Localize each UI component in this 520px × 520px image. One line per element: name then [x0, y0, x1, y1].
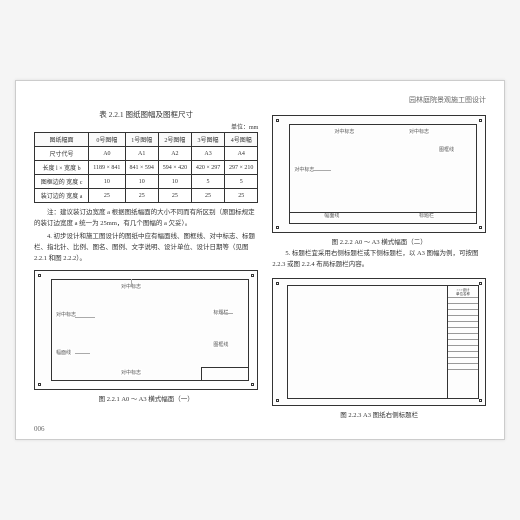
paragraph-5: 5. 标题栏宜采用右侧标题栏或下侧标题栏，以 A3 图幅为例，可按图 2.2.3…	[272, 248, 486, 270]
dimension-table: 图纸幅面0号图幅1号图幅2号图幅3号图幅4号图幅 尺寸代号A0A1A2A3A4长…	[34, 132, 258, 203]
label-duizhong: 对中标志	[120, 369, 142, 376]
figure-3-caption: 图 2.2.3 A3 图纸右侧标题栏	[272, 409, 486, 419]
table-header: 4号图幅	[225, 133, 258, 147]
table-header: 图纸幅面	[35, 133, 89, 147]
page-number: 006	[34, 425, 45, 433]
figure-2: 对中标志 对中标志 图框线 对中标志 幅面线 标题栏	[272, 115, 486, 233]
table-header: 1号图幅	[125, 133, 158, 147]
paragraph-4: 4. 初步设计和施工图设计的图纸中应有幅面线、图框线、对中标志、标题栏、指北针、…	[34, 231, 258, 264]
left-column: 表 2.2.1 图纸图幅及图框尺寸 单位：mm 图纸幅面0号图幅1号图幅2号图幅…	[34, 109, 258, 419]
titleblock-right: ×××设计单位名称	[447, 285, 479, 399]
table-note: 注：建议装订边宽度 a 根据图纸幅面的大小不同而有所区别（原国标规定的装订边宽度…	[34, 207, 258, 229]
label-duizhong: 对中标志	[333, 128, 355, 135]
figure-2-caption: 图 2.2.2 A0 ～ A3 横式幅面（二）	[272, 236, 486, 246]
titleblock-bottom	[201, 367, 249, 381]
label-tukuangxian: 图框线	[212, 341, 229, 348]
table-header: 0号图幅	[89, 133, 126, 147]
label-duizhong: 对中标志	[408, 128, 430, 135]
label-duizhong: 对中标志	[55, 311, 77, 318]
figure-3: ×××设计单位名称	[272, 278, 486, 406]
table-row: 尺寸代号A0A1A2A3A4	[35, 147, 258, 161]
figure-1-caption: 图 2.2.1 A0 ～ A3 横式幅面（一）	[34, 393, 258, 403]
document-page: 园林庭院景观施工图设计 表 2.2.1 图纸图幅及图框尺寸 单位：mm 图纸幅面…	[15, 80, 505, 440]
table-row: 装订边的 宽度 a2525252525	[35, 189, 258, 203]
table-unit: 单位：mm	[34, 122, 258, 131]
page-header: 园林庭院景观施工图设计	[34, 95, 486, 105]
figure-1: 对中标志 对中标志 幅面线 对中标志 标题栏 图框线	[34, 270, 258, 390]
label-tukuangxian: 图框线	[438, 146, 455, 153]
table-title: 表 2.2.1 图纸图幅及图框尺寸	[34, 109, 258, 120]
table-row: 长度 l × 宽度 b1189 × 841841 × 594594 × 4204…	[35, 161, 258, 175]
table-header: 3号图幅	[191, 133, 224, 147]
right-column: 对中标志 对中标志 图框线 对中标志 幅面线 标题栏 图 2.2.2 A0 ～ …	[272, 109, 486, 419]
label-fumianxian: 幅面线	[55, 349, 72, 356]
table-header: 2号图幅	[158, 133, 191, 147]
table-row: 图框边的 宽度 c10101055	[35, 175, 258, 189]
label-duizhong: 对中标志	[293, 166, 315, 173]
titleblock-bottom-full	[289, 212, 477, 224]
two-column-layout: 表 2.2.1 图纸图幅及图框尺寸 单位：mm 图纸幅面0号图幅1号图幅2号图幅…	[34, 109, 486, 419]
